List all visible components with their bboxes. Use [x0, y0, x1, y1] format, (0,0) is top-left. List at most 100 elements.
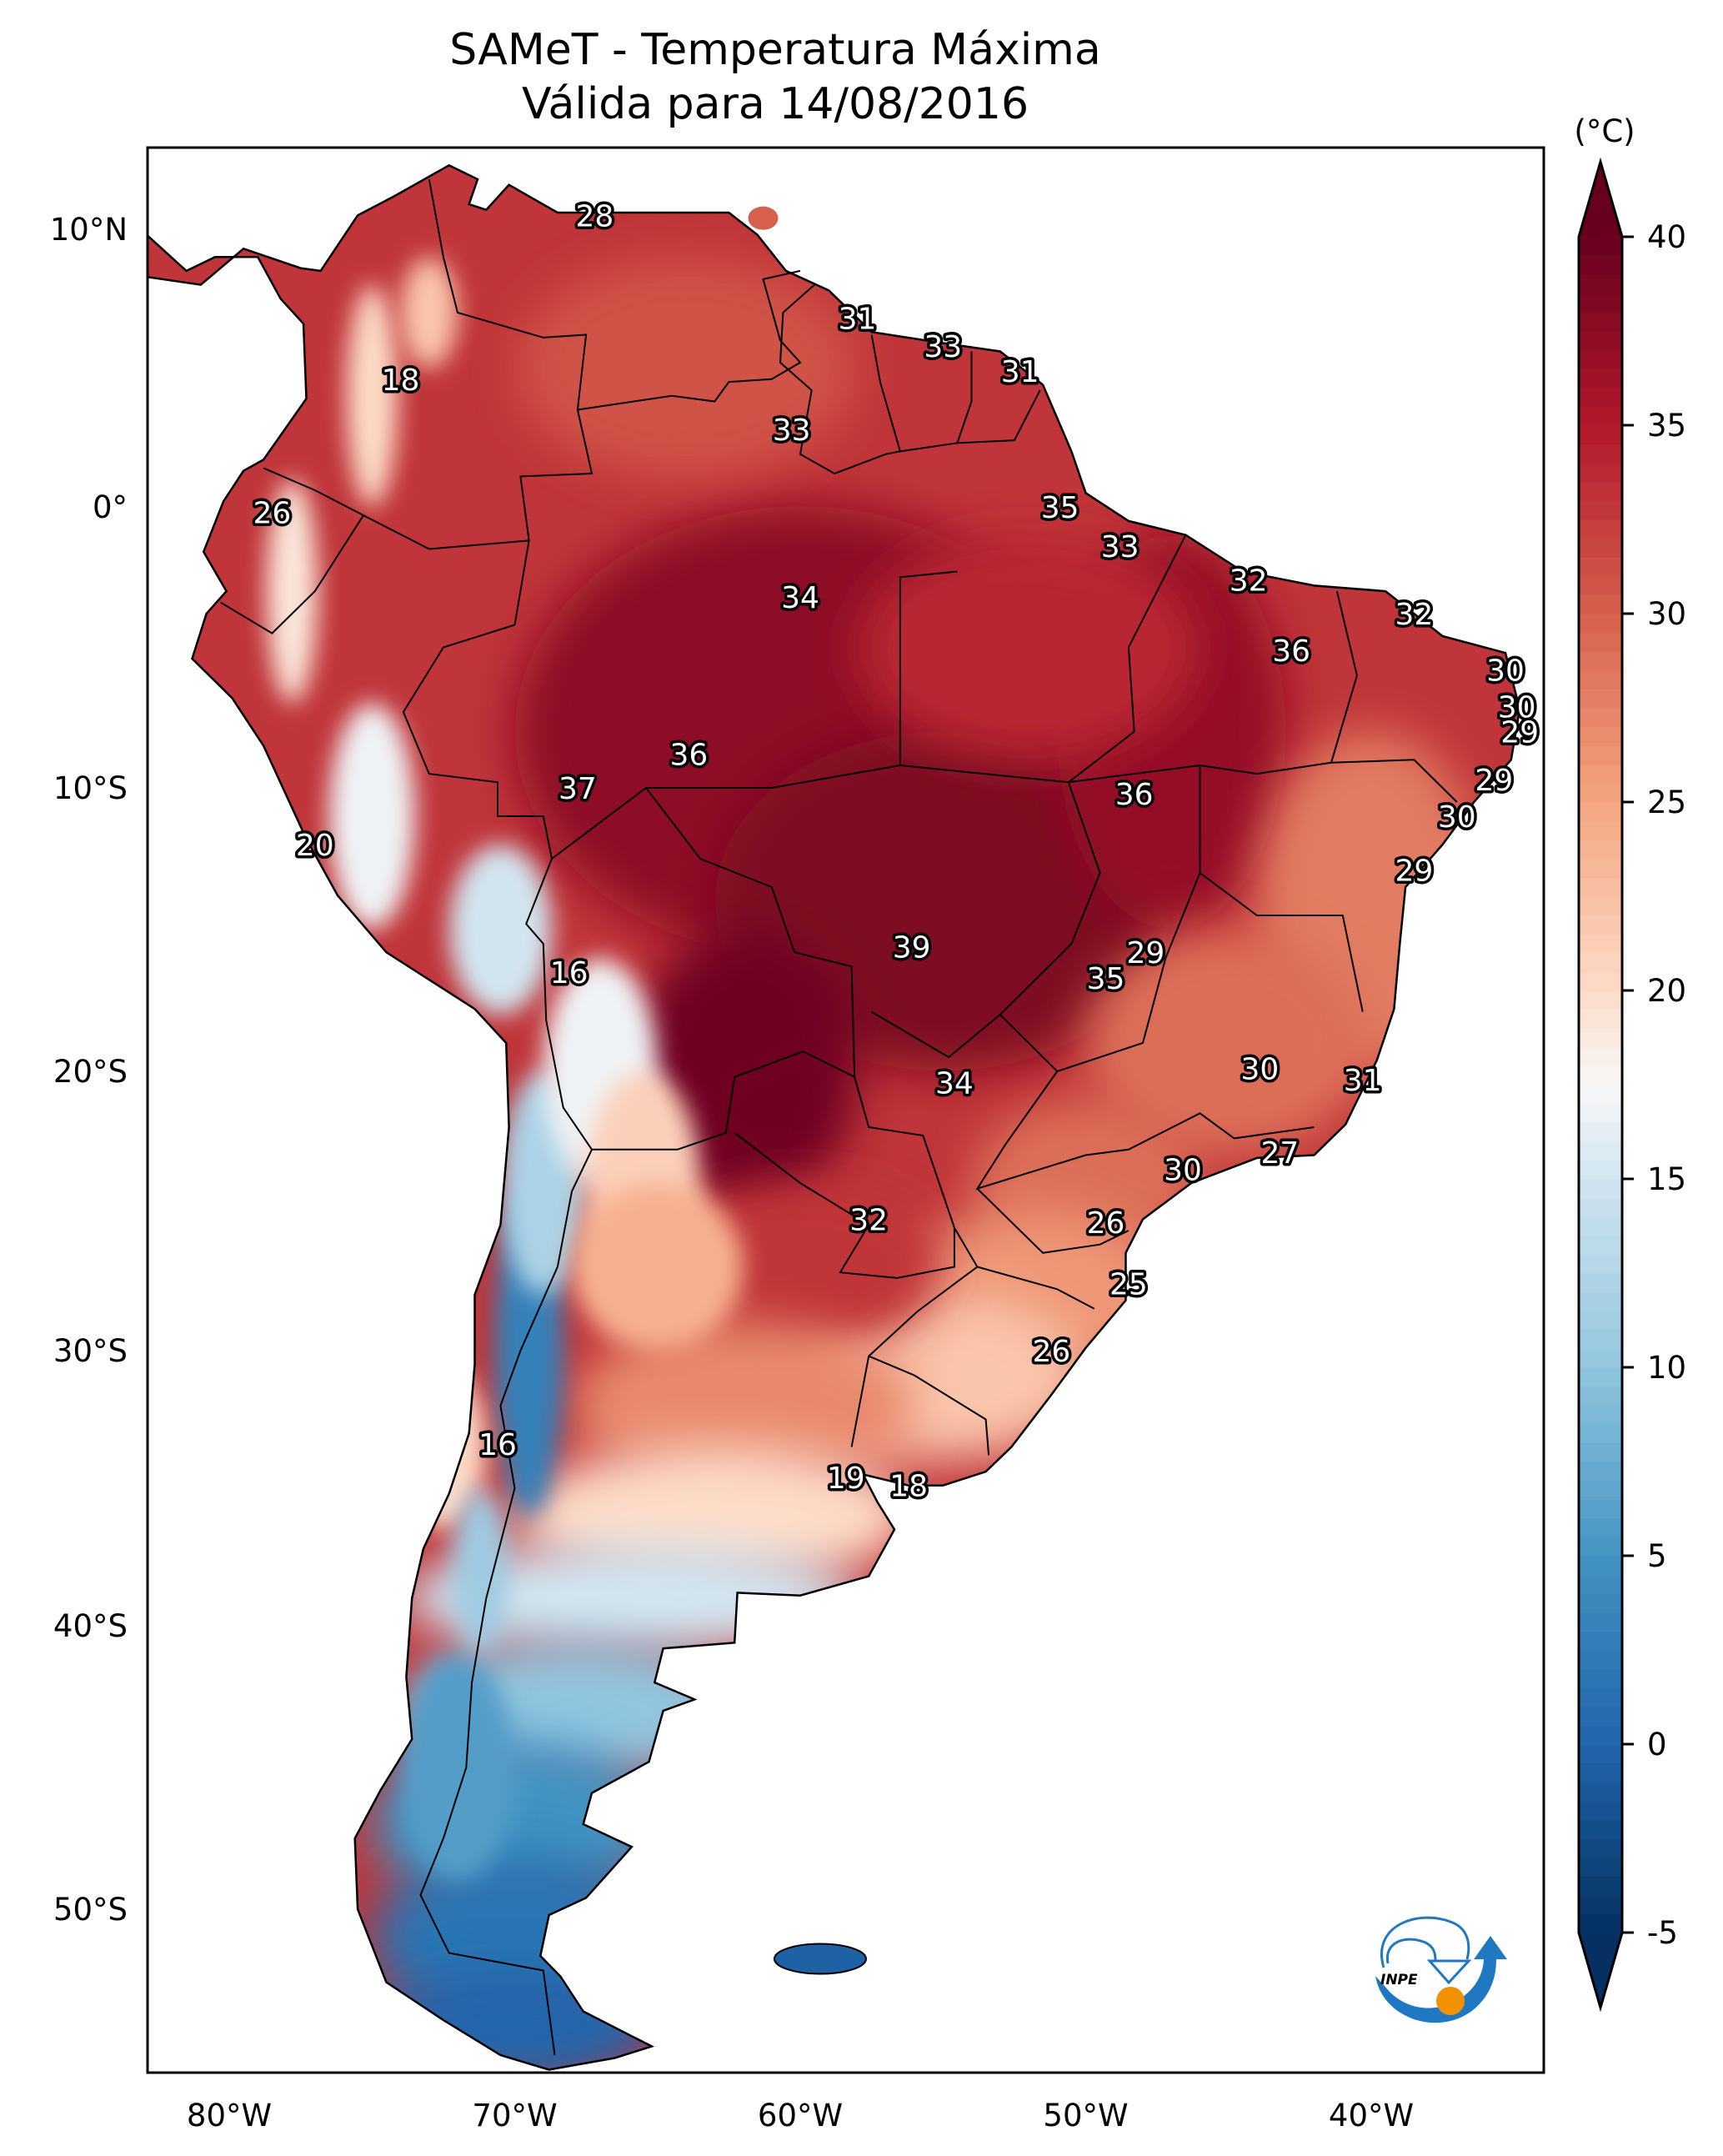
- colorbar-band: [1579, 331, 1622, 351]
- logo-dot-icon: [1436, 1987, 1465, 2015]
- border-line: [868, 1355, 990, 1456]
- border-line: [871, 1010, 1001, 1059]
- station-value-label: 30: [1498, 690, 1536, 725]
- colorbar-band: [1579, 1141, 1622, 1161]
- border-line: [957, 389, 1041, 444]
- colorbar-unit-label: (°C): [1574, 113, 1635, 149]
- colorbar-band: [1579, 614, 1622, 634]
- border-line: [850, 1227, 979, 1447]
- colorbar-band: [1579, 1065, 1622, 1086]
- station-value-label: 37: [558, 772, 597, 806]
- border-line: [220, 467, 365, 634]
- colorbar-band: [1579, 557, 1622, 577]
- station-value-label: 29: [1475, 764, 1513, 798]
- border-line: [428, 178, 594, 625]
- station-value-label: 30: [1438, 800, 1476, 835]
- station-value-label: 32: [1395, 598, 1433, 632]
- colorbar-band: [1579, 896, 1622, 916]
- colorbar-band: [1579, 1160, 1622, 1180]
- colorbar-band: [1579, 1725, 1622, 1745]
- temperature-zone: [452, 1487, 509, 1654]
- station-value-label: 29: [1126, 936, 1165, 970]
- temperature-zone: [448, 845, 553, 1015]
- y-tick-label: 30°S: [53, 1333, 128, 1369]
- colorbar-band: [1579, 1857, 1622, 1877]
- temperature-zone: [328, 703, 415, 930]
- border-line: [870, 334, 901, 452]
- x-tick-label: 70°W: [472, 2098, 557, 2133]
- colorbar-tick-label: 30: [1647, 596, 1686, 632]
- colorbar-band: [1579, 1838, 1622, 1858]
- colorbar-band: [1579, 1216, 1622, 1236]
- colorbar-band: [1579, 1612, 1622, 1632]
- colorbar-band: [1579, 990, 1622, 1010]
- station-value-label: 36: [1115, 778, 1154, 812]
- colorbar-band: [1579, 764, 1622, 784]
- border-line: [977, 1266, 1095, 1310]
- islands: [748, 206, 867, 1975]
- colorbar-band: [1579, 952, 1622, 972]
- station-value-label: 31: [1344, 1064, 1382, 1098]
- x-tick-label: 50°W: [1043, 2098, 1128, 2133]
- station-value-label: 34: [935, 1066, 974, 1101]
- y-tick-label: 50°S: [53, 1892, 128, 1928]
- colorbar-band: [1579, 669, 1622, 689]
- colorbar-band: [1579, 726, 1622, 746]
- colorbar-band: [1579, 1423, 1622, 1443]
- colorbar-band: [1579, 500, 1622, 520]
- station-value-label: 35: [1041, 491, 1079, 525]
- colorbar-band: [1579, 1386, 1622, 1406]
- border-line: [363, 514, 529, 550]
- y-tick-label: 40°S: [53, 1608, 128, 1644]
- logo-text: INPE: [1380, 1972, 1418, 1988]
- station-value-label: 36: [669, 739, 708, 773]
- station-value-label: 36: [1272, 634, 1310, 669]
- colorbar-band: [1579, 1179, 1622, 1199]
- station-value-label: 32: [1230, 564, 1268, 599]
- colorbar-tick-label: 20: [1647, 973, 1686, 1009]
- station-value-label: 29: [1395, 855, 1433, 889]
- colorbar-band: [1579, 425, 1622, 445]
- colorbar-band: [1579, 1517, 1622, 1537]
- x-axis: 80°W 70°W 60°W 50°W 40°W: [187, 2098, 1414, 2133]
- chart-title: SAMeT - Temperatura Máxima: [449, 25, 1101, 75]
- colorbar-band: [1579, 1574, 1622, 1594]
- colorbar-band: [1579, 463, 1622, 483]
- colorbar-band: [1579, 1046, 1622, 1066]
- colorbar-band: [1579, 1273, 1622, 1293]
- station-value-label: 18: [382, 364, 420, 398]
- border-line: [976, 1187, 1129, 1254]
- border-line: [1199, 872, 1364, 1012]
- colorbar-band: [1579, 1367, 1622, 1387]
- colorbar-band: [1579, 1650, 1622, 1670]
- colorbar-band: [1579, 1122, 1622, 1142]
- colorbar-band: [1579, 1631, 1622, 1651]
- colorbar-band: [1579, 1291, 1622, 1311]
- logo-orbit-icon: [1380, 1916, 1470, 1968]
- inpe-logo: INPE: [1375, 1916, 1507, 2023]
- chart-subtitle: Válida para 14/08/2016: [521, 79, 1029, 129]
- y-tick-label: 10°N: [50, 212, 128, 248]
- x-tick-label: 60°W: [758, 2098, 843, 2133]
- colorbar-band: [1579, 971, 1622, 991]
- border-line: [1330, 759, 1458, 803]
- colorbar-band: [1579, 1480, 1622, 1500]
- temperature-zone: [572, 1183, 744, 1351]
- colorbar-band: [1579, 255, 1622, 275]
- colorbar-band: [1579, 1235, 1622, 1255]
- colorbar-band: [1579, 1329, 1622, 1349]
- station-value-label: 16: [550, 956, 589, 990]
- colorbar-band: [1579, 387, 1622, 407]
- colorbar-band: [1579, 1499, 1622, 1519]
- colorbar-tick-label: 35: [1647, 408, 1686, 444]
- station-value-label: 34: [781, 581, 819, 615]
- colorbar-tick-label: 25: [1647, 785, 1686, 820]
- logo-inner-orbit-icon: [1385, 1938, 1437, 1964]
- colorbar-band: [1579, 1687, 1622, 1707]
- colorbar-tick-label: 5: [1647, 1538, 1667, 1574]
- colorbar-band: [1579, 1442, 1622, 1462]
- station-value-label: 28: [575, 199, 614, 233]
- station-value-label: 19: [827, 1462, 865, 1496]
- colorbar-band: [1579, 1028, 1622, 1048]
